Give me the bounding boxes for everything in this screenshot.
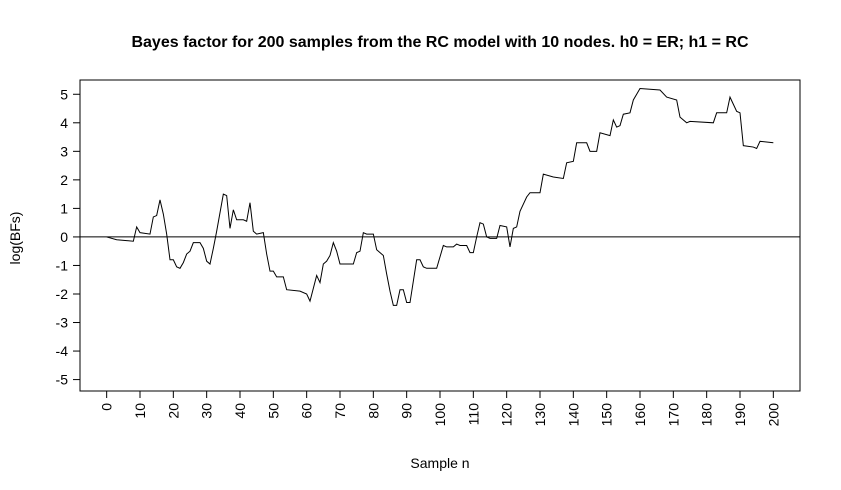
x-tick-label: 160 bbox=[632, 403, 648, 427]
y-tick-label: -4 bbox=[56, 343, 69, 359]
y-tick-label: -3 bbox=[56, 315, 69, 331]
x-tick-label: 0 bbox=[99, 403, 115, 411]
y-tick-label: -5 bbox=[56, 372, 69, 388]
x-tick-label: 140 bbox=[565, 403, 581, 427]
x-tick-label: 30 bbox=[199, 403, 215, 419]
x-tick-label: 180 bbox=[699, 403, 715, 427]
y-tick-label: 4 bbox=[60, 115, 68, 131]
x-tick-label: 20 bbox=[165, 403, 181, 419]
y-tick-label: 5 bbox=[60, 86, 68, 102]
x-tick-label: 90 bbox=[399, 403, 415, 419]
x-tick-label: 10 bbox=[132, 403, 148, 419]
x-tick-label: 200 bbox=[765, 403, 781, 427]
x-tick-label: 110 bbox=[465, 403, 481, 426]
y-tick-label: -2 bbox=[56, 286, 69, 302]
x-tick-label: 150 bbox=[599, 403, 615, 427]
y-tick-label: 0 bbox=[60, 229, 68, 245]
y-tick-label: 3 bbox=[60, 143, 68, 159]
y-tick-label: -1 bbox=[56, 257, 69, 273]
y-tick-label: 2 bbox=[60, 172, 68, 188]
x-tick-label: 120 bbox=[499, 403, 515, 427]
x-axis-title: Sample n bbox=[410, 455, 469, 471]
chart-title: Bayes factor for 200 samples from the RC… bbox=[131, 34, 749, 51]
x-tick-label: 190 bbox=[732, 403, 748, 427]
y-tick-label: 1 bbox=[60, 200, 68, 216]
x-tick-label: 50 bbox=[265, 403, 281, 419]
x-tick-label: 100 bbox=[432, 403, 448, 427]
x-tick-label: 170 bbox=[665, 403, 681, 427]
x-tick-label: 130 bbox=[532, 403, 548, 427]
plot-frame bbox=[79, 79, 801, 392]
y-axis-title: log(BFs) bbox=[7, 212, 23, 265]
x-tick-label: 60 bbox=[299, 403, 315, 419]
data-line bbox=[106, 88, 774, 306]
x-tick-label: 40 bbox=[232, 403, 248, 419]
x-tick-label: 70 bbox=[332, 403, 348, 419]
x-tick-label: 80 bbox=[365, 403, 381, 419]
